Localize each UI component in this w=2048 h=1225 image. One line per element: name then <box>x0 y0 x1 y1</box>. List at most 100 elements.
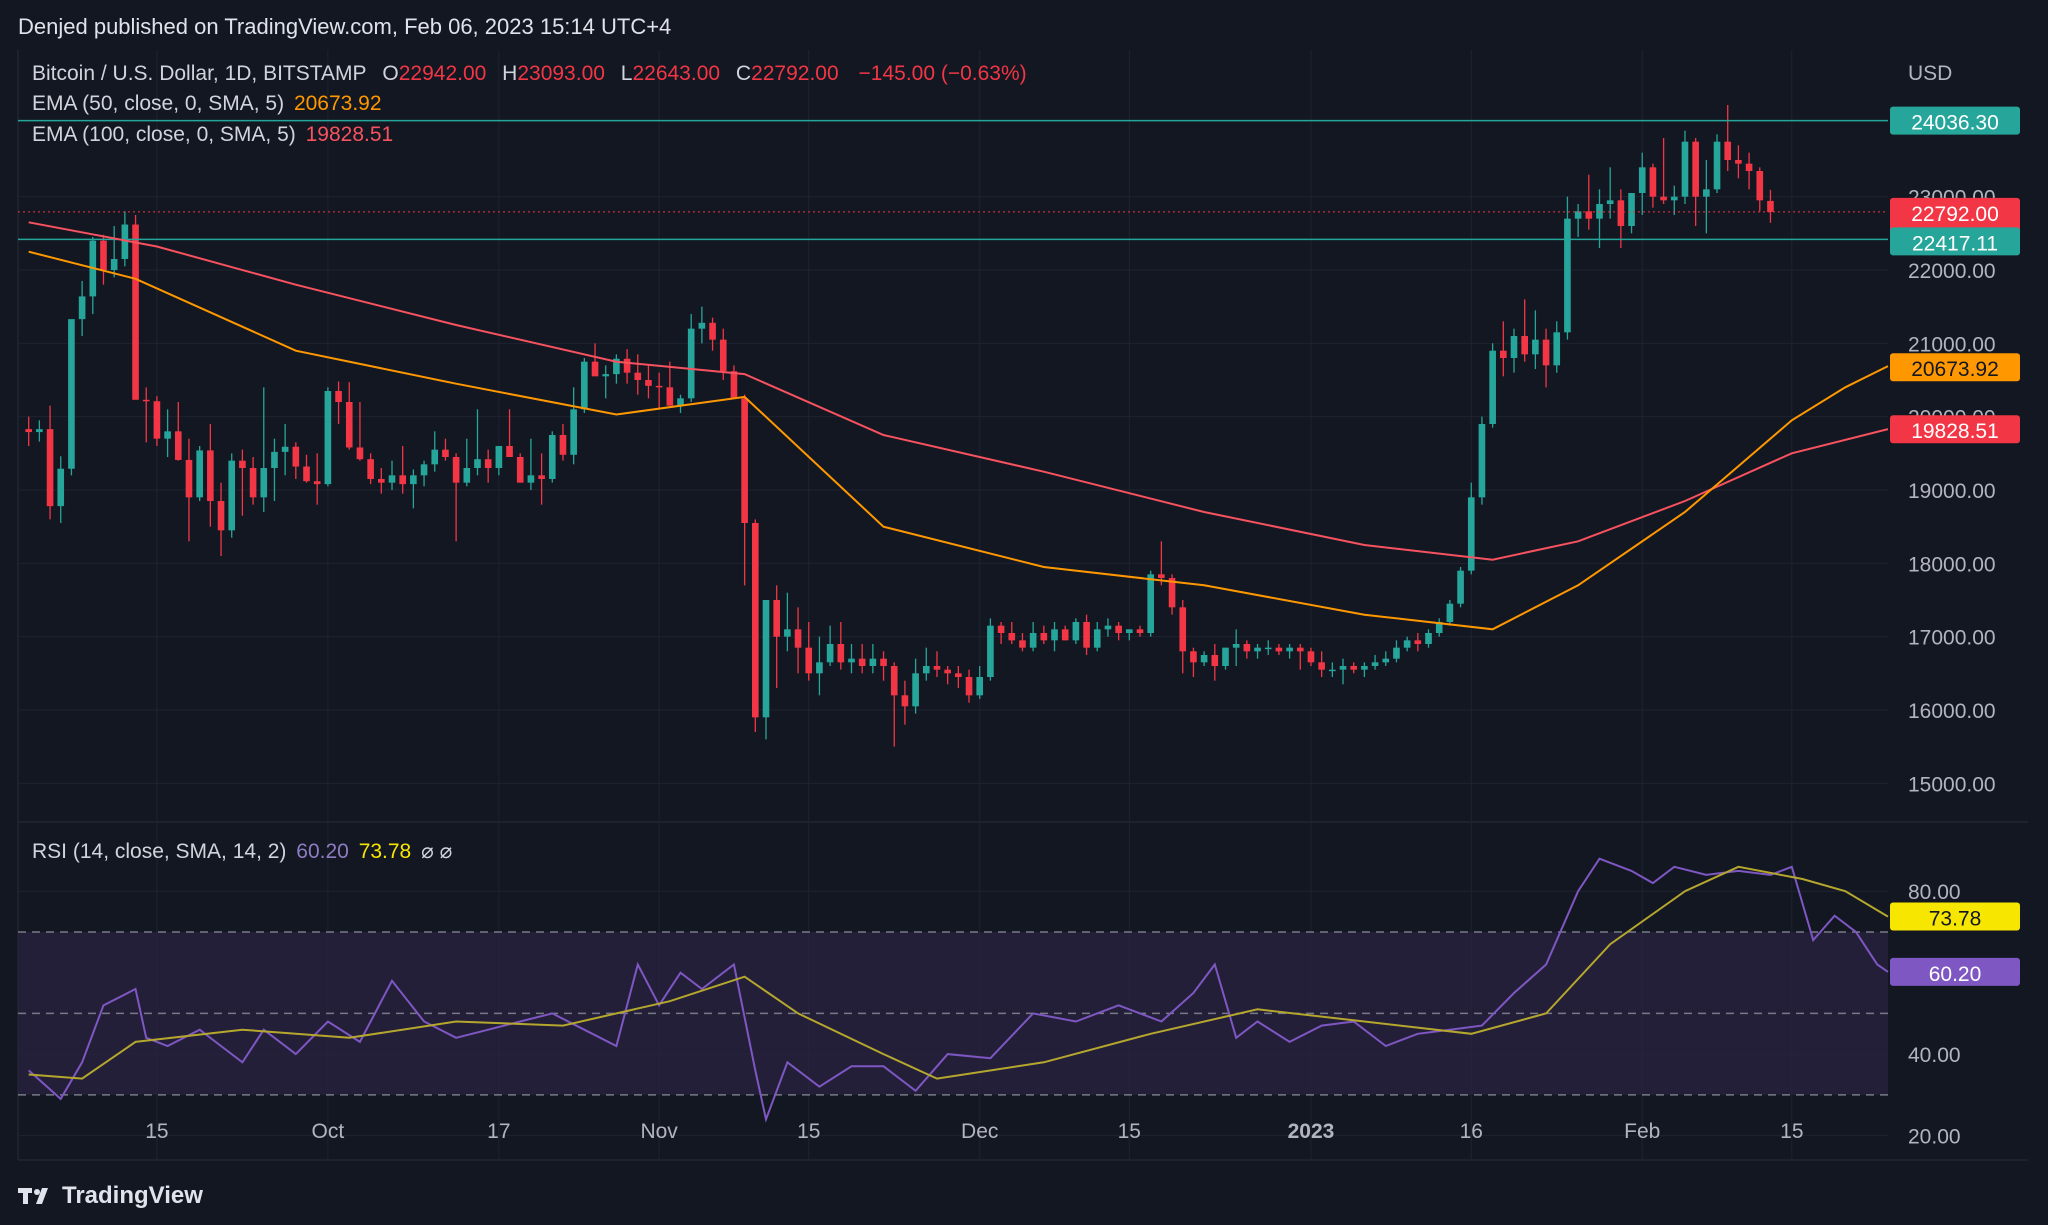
candle-body <box>239 460 246 468</box>
candle-body <box>944 669 951 674</box>
candle-body <box>1564 218 1571 333</box>
candle-body <box>762 600 770 718</box>
candle-body <box>922 666 930 674</box>
candle-body <box>1061 629 1069 641</box>
candle-body <box>1596 204 1603 219</box>
candle-body <box>1713 141 1721 190</box>
candle-body <box>1200 655 1208 663</box>
rsi-legend[interactable]: RSI (14, close, SMA, 14, 2) 60.20 73.78 … <box>32 839 456 864</box>
change-value: −145.00 (−0.63%) <box>858 62 1027 85</box>
candle-body <box>912 673 919 707</box>
price-tick-label: 18000.00 <box>1908 553 1996 576</box>
candle-body <box>1585 211 1593 219</box>
ema50-legend[interactable]: EMA (50, close, 0, SMA, 5) 20673.92 <box>32 92 386 116</box>
rsi-tick-label: 40.00 <box>1908 1044 1961 1067</box>
candle-body <box>1542 339 1550 366</box>
candle-body <box>495 446 503 468</box>
rsi-tag-text: 60.20 <box>1929 963 1982 986</box>
ema50-label: EMA (50, close, 0, SMA, 5) <box>32 92 285 115</box>
candle-body <box>1329 669 1336 672</box>
candle-body <box>78 296 86 320</box>
rsi-hidden-icons[interactable]: ⌀ ⌀ <box>421 840 453 863</box>
candle-body <box>313 481 321 485</box>
candle-body <box>196 450 203 498</box>
candle-body <box>217 501 225 531</box>
candle-body <box>378 479 385 483</box>
price-tick-label: 15000.00 <box>1908 773 1996 796</box>
candle-body <box>965 677 973 696</box>
ema100-tag-text: 19828.51 <box>1911 420 1999 443</box>
ema100-tag-bg <box>1890 415 2020 444</box>
level-tag-upper: 24036.30 <box>1890 106 2020 135</box>
candle-body <box>890 666 898 696</box>
low-value: 22643.00 <box>632 62 721 85</box>
candle-body <box>68 319 75 469</box>
candle-body <box>869 658 877 666</box>
ema100-value: 19828.51 <box>305 123 394 146</box>
candle-body <box>36 429 43 433</box>
candle-body <box>388 475 396 483</box>
ema100-tag: 19828.51 <box>1890 415 2020 444</box>
candle-body <box>207 450 214 501</box>
ema50-tag-bg <box>1890 353 2020 382</box>
candle-body <box>1190 651 1197 663</box>
candle-body <box>335 391 342 402</box>
candle-body <box>1243 644 1251 652</box>
candle-body <box>1136 629 1144 633</box>
candle-body <box>303 466 310 482</box>
candle-body <box>57 468 65 507</box>
ema100-legend[interactable]: EMA (100, close, 0, SMA, 5) 19828.51 <box>32 123 397 147</box>
candle-body <box>410 475 417 485</box>
candle-body <box>1339 666 1347 670</box>
symbol-legend: Bitcoin / U.S. Dollar, 1D, BITSTAMP O229… <box>32 62 1031 86</box>
low-label: L <box>620 62 633 85</box>
tradingview-logo[interactable]: TradingView <box>18 1182 203 1210</box>
price-tick-label: 21000.00 <box>1908 333 1996 356</box>
ema100-label: EMA (100, close, 0, SMA, 5) <box>32 123 296 146</box>
candle-body <box>110 259 118 270</box>
open-value: 22942.00 <box>398 62 487 85</box>
candle-body <box>794 629 802 648</box>
ema100-line <box>28 221 1889 561</box>
candle-body <box>1745 163 1753 171</box>
candle-body <box>185 459 193 498</box>
candle-body <box>121 224 129 259</box>
candle-body <box>1606 200 1614 204</box>
candle-body <box>1638 167 1646 193</box>
candle-body <box>1489 350 1496 424</box>
candle-body <box>1019 640 1026 648</box>
axes: 15 Oct 17 Nov 15 Dec 15 2023 16 Feb 15 15000.00 1600… <box>145 62 1995 1149</box>
candle-body <box>271 451 278 468</box>
candle-body <box>1467 497 1475 571</box>
candle-body <box>25 429 32 433</box>
candle-body <box>987 625 994 677</box>
candle-body <box>1104 625 1112 630</box>
candle-body <box>1425 633 1432 644</box>
rsi-line <box>28 857 1889 1123</box>
candle-body <box>1724 141 1732 160</box>
rsi-ma-tag-bg <box>1890 902 2020 931</box>
candle-body <box>1361 666 1368 670</box>
candle-body <box>634 372 642 380</box>
rsi-ma-tag-text: 73.78 <box>1929 908 1982 931</box>
candle-body <box>1649 167 1657 197</box>
level-tag-lower: 22417.11 <box>1890 227 2020 256</box>
candle-body <box>132 224 139 400</box>
rsi-ma-tag: 73.78 <box>1890 902 2020 931</box>
chart-canvas[interactable]: 15 Oct 17 Nov 15 Dec 15 2023 16 Feb 15 15000.00 1600… <box>0 0 2048 1170</box>
candle-body <box>1307 651 1315 663</box>
price-tick-label: 19000.00 <box>1908 480 1996 503</box>
candle-body <box>1147 574 1154 633</box>
candle-body <box>548 435 556 479</box>
candle-body <box>153 401 161 439</box>
x-tick-label: 17 <box>487 1120 510 1143</box>
rsi-tick-label: 20.00 <box>1908 1126 1961 1149</box>
x-tick-label: 15 <box>1780 1120 1803 1143</box>
tradingview-brand: TradingView <box>62 1182 203 1209</box>
x-tick-label: 16 <box>1460 1120 1483 1143</box>
candle-body <box>848 658 855 663</box>
indicator-lines <box>18 119 1889 1123</box>
candle-body <box>826 644 834 663</box>
candle-body <box>1083 622 1090 648</box>
price-tags: 24036.3022792.0012:45:4022417.1120673.92… <box>1890 106 2020 986</box>
